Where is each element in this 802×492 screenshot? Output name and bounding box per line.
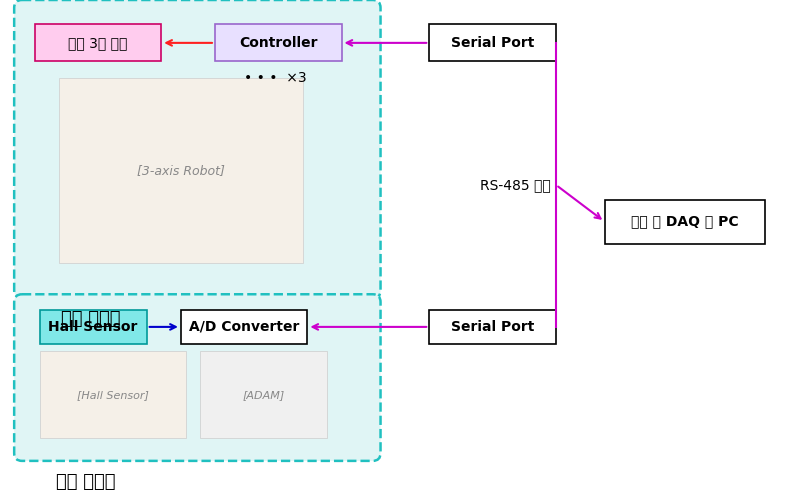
Text: Hall Sensor: Hall Sensor (48, 320, 138, 334)
Text: Controller: Controller (239, 36, 318, 50)
Text: Serial Port: Serial Port (451, 320, 534, 334)
Text: • • •  ×3: • • • ×3 (244, 71, 306, 85)
FancyBboxPatch shape (200, 351, 327, 438)
Text: 직교 3십 로봇: 직교 3십 로봇 (68, 36, 128, 50)
FancyBboxPatch shape (429, 25, 556, 62)
Text: [Hall Sensor]: [Hall Sensor] (77, 390, 148, 400)
FancyBboxPatch shape (180, 310, 307, 344)
FancyBboxPatch shape (215, 25, 342, 62)
Text: 제어 및 DAQ 용 PC: 제어 및 DAQ 용 PC (631, 215, 739, 229)
FancyBboxPatch shape (14, 0, 380, 298)
FancyBboxPatch shape (14, 294, 380, 461)
Text: [ADAM]: [ADAM] (242, 390, 285, 400)
Text: [3-axis Robot]: [3-axis Robot] (137, 164, 225, 177)
Text: 자장 측정부: 자장 측정부 (56, 473, 115, 491)
FancyBboxPatch shape (39, 351, 186, 438)
FancyBboxPatch shape (34, 25, 161, 62)
Text: Serial Port: Serial Port (451, 36, 534, 50)
Text: RS-485 통신: RS-485 통신 (480, 178, 551, 192)
Text: A/D Converter: A/D Converter (189, 320, 299, 334)
Text: 로봇 제어부: 로봇 제어부 (61, 310, 120, 328)
FancyBboxPatch shape (429, 310, 556, 344)
FancyBboxPatch shape (39, 310, 147, 344)
FancyBboxPatch shape (59, 78, 302, 263)
FancyBboxPatch shape (605, 200, 765, 244)
